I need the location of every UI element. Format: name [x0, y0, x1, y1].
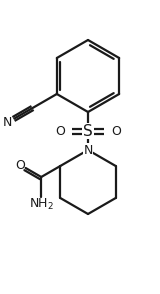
Text: O: O — [16, 158, 25, 171]
Text: O: O — [111, 124, 121, 138]
Text: N: N — [83, 143, 93, 156]
Text: NH$_2$: NH$_2$ — [29, 196, 54, 212]
Text: N: N — [3, 116, 12, 129]
Text: O: O — [55, 124, 65, 138]
Text: S: S — [83, 123, 93, 138]
